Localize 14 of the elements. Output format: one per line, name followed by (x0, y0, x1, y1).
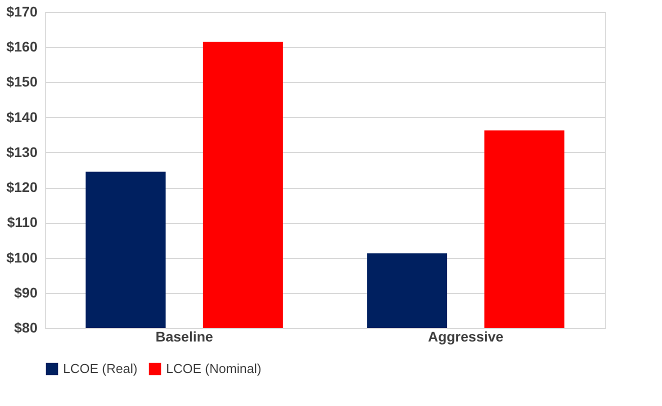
x-tick-label: Baseline (156, 328, 214, 344)
legend-label: LCOE (Nominal) (166, 361, 262, 376)
y-tick-label: $80 (14, 320, 38, 336)
y-tick-label: $160 (6, 38, 38, 55)
y-tick-label: $170 (6, 4, 38, 20)
y-tick-label: $90 (14, 284, 38, 300)
y-tick-label: $120 (6, 179, 38, 196)
y-tick-label: $100 (6, 249, 38, 266)
y-tick-label: $140 (6, 108, 38, 125)
y-tick-label: $130 (6, 144, 38, 160)
y-tick-label: $110 (7, 214, 38, 230)
x-tick-label: Aggressive (428, 328, 504, 344)
y-tick-label: $150 (6, 74, 38, 90)
legend-label: LCOE (Real) (63, 361, 138, 376)
